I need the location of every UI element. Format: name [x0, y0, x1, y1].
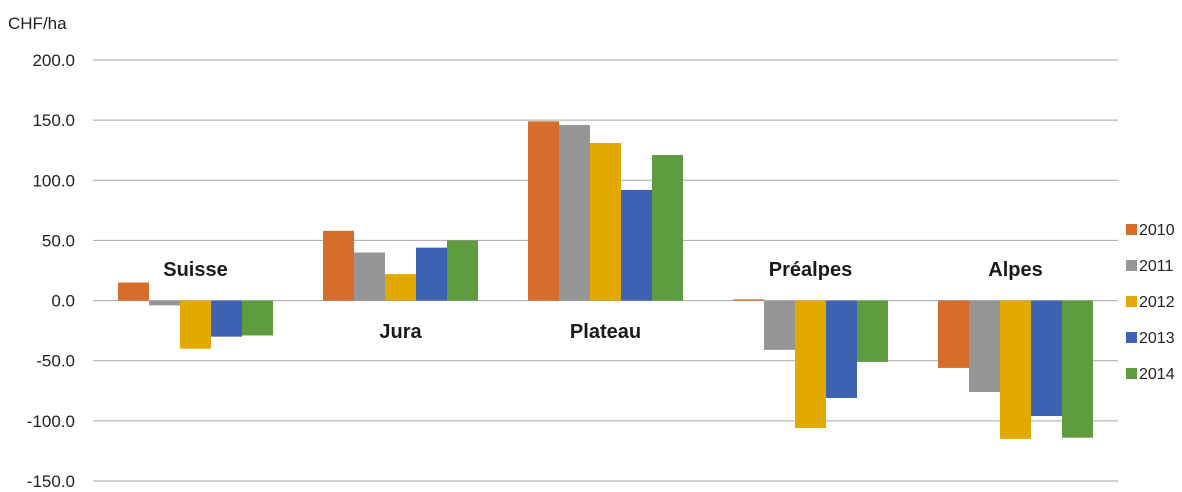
y-axis-ticks: 200.0 150.0 100.0 50.0 0.0 -50.0 -100.0 -150.0 [27, 51, 75, 491]
legend: 2010 2011 2012 2013 2014 [1126, 222, 1175, 383]
legend-label: 2014 [1139, 366, 1175, 383]
bar [559, 124, 590, 301]
bar [118, 282, 149, 301]
bar [764, 300, 795, 350]
bar [938, 300, 969, 368]
bar [733, 299, 764, 301]
bar [211, 300, 242, 337]
legend-swatch [1126, 368, 1137, 379]
category-label: Alpes [988, 259, 1042, 281]
bar [969, 300, 1000, 392]
y-tick-label: -150.0 [27, 472, 75, 491]
bar [795, 300, 826, 429]
y-tick-label: -100.0 [27, 412, 75, 431]
legend-swatch [1126, 224, 1137, 235]
category-label: Suisse [163, 259, 227, 281]
y-tick-label: 0.0 [51, 292, 75, 311]
y-axis-title: CHF/ha [8, 14, 67, 33]
legend-label: 2011 [1139, 258, 1174, 275]
bar [1031, 300, 1062, 417]
bar [1062, 300, 1093, 438]
bar [590, 142, 621, 301]
bar [652, 155, 683, 301]
bar [385, 274, 416, 301]
bar [621, 189, 652, 301]
category-label: Préalpes [769, 259, 852, 281]
y-tick-label: -50.0 [36, 352, 75, 371]
bar [857, 300, 888, 362]
category-label: Jura [379, 321, 422, 343]
bar [826, 300, 857, 399]
bar [1000, 300, 1031, 439]
y-tick-label: 50.0 [42, 231, 75, 250]
legend-label: 2012 [1139, 294, 1175, 311]
bar [149, 300, 180, 306]
legend-swatch [1126, 332, 1137, 343]
legend-label: 2013 [1139, 330, 1175, 347]
legend-label: 2010 [1139, 222, 1175, 239]
category-label: Plateau [570, 321, 641, 343]
bar [180, 300, 211, 349]
bar [447, 240, 478, 301]
y-tick-label: 150.0 [32, 111, 75, 130]
legend-swatch [1126, 260, 1137, 271]
bar [323, 230, 354, 301]
legend-swatch [1126, 296, 1137, 307]
y-tick-label: 100.0 [32, 171, 75, 190]
category-labels: Suisse Jura Plateau Préalpes Alpes [163, 259, 1042, 343]
bar [242, 300, 273, 336]
bars [118, 121, 1093, 439]
bar [416, 247, 447, 301]
bar [354, 252, 385, 301]
bar [528, 121, 559, 301]
y-tick-label: 200.0 [32, 51, 75, 70]
